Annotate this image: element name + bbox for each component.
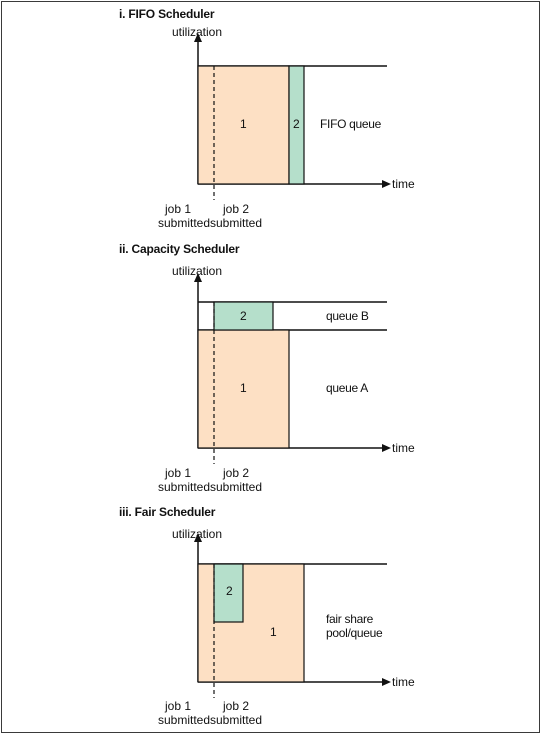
job-1-block (197, 65, 290, 185)
y-axis-label: utilization (172, 264, 223, 278)
job-2-submitted-label: job 2 submitted (210, 466, 263, 494)
fifo-title: i. FIFO Scheduler (119, 7, 215, 21)
job-1-label: 1 (240, 117, 247, 131)
y-axis-arrow (194, 33, 202, 42)
queue-b-label: queue B (326, 309, 369, 323)
x-axis-arrow (382, 678, 391, 686)
x-axis-label: time (392, 177, 415, 191)
x-axis-label: time (392, 441, 415, 455)
fifo-queue-label: FIFO queue (320, 117, 382, 131)
job-2-label: 2 (293, 117, 300, 131)
job-1-submitted-label: job 1 submitted (158, 202, 211, 230)
fair-share-pool-label: fair share pool/queue (326, 612, 383, 640)
job-2-block (213, 301, 274, 331)
fair-scheduler-panel: iii. Fair Scheduler 2 1 fair share pool/… (0, 500, 543, 740)
y-axis-arrow (194, 533, 202, 542)
queue-a-label: queue A (326, 381, 368, 395)
y-axis-arrow (194, 273, 202, 282)
capacity-title: ii. Capacity Scheduler (119, 242, 240, 256)
fifo-scheduler-panel: i. FIFO Scheduler 1 2 FIFO queue utiliza… (0, 0, 543, 240)
fifo-diagram (194, 33, 391, 200)
capacity-diagram (194, 273, 391, 464)
x-axis-label: time (392, 675, 415, 689)
fair-diagram (194, 533, 391, 698)
job-2-block (213, 563, 244, 623)
job-2-label: 2 (240, 309, 247, 323)
fair-title: iii. Fair Scheduler (119, 505, 216, 519)
job-1-submitted-label: job 1 submitted (158, 699, 211, 727)
job-2-submitted-label: job 2 submitted (210, 202, 263, 230)
job-1-submitted-label: job 1 submitted (158, 466, 211, 494)
job-2-submitted-label: job 2 submitted (210, 699, 263, 727)
job-1-label: 1 (270, 625, 277, 639)
job-1-label: 1 (240, 381, 247, 395)
x-axis-arrow (382, 444, 391, 452)
capacity-scheduler-panel: ii. Capacity Scheduler 2 1 queue B queue… (0, 240, 543, 494)
job-2-block (288, 65, 305, 185)
y-axis-label: utilization (172, 527, 223, 541)
job-1-block (197, 329, 290, 449)
job-2-label: 2 (226, 584, 233, 598)
x-axis-arrow (382, 180, 391, 188)
y-axis-label: utilization (172, 25, 223, 39)
